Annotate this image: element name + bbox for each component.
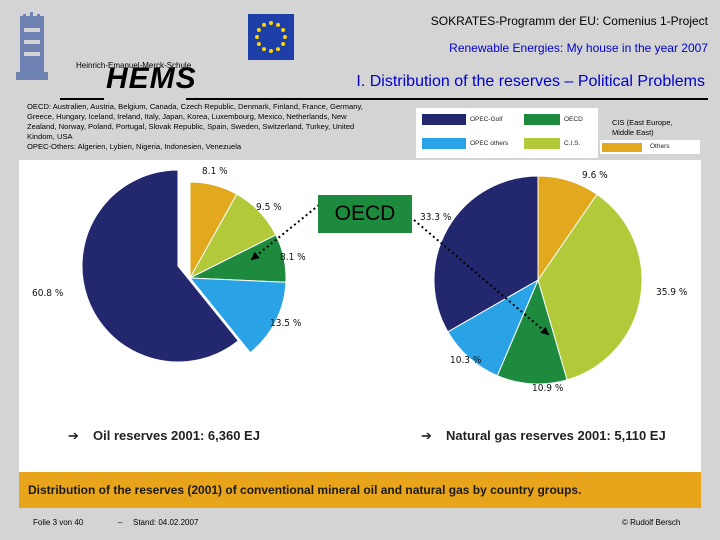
gas-caption: Natural gas reserves 2001: 5,110 EJ (446, 428, 666, 443)
arrow-right-icon: ➔ (421, 428, 432, 443)
opec-others-definition: OPEC-Others: Algerien, Lybien, Nigeria, … (27, 142, 242, 152)
banner-text: Distribution of the reserves (2001) of c… (28, 483, 582, 497)
arrow-right-icon: ➔ (68, 428, 79, 443)
project-subtitle: Renewable Energies: My house in the year… (449, 41, 708, 55)
cis-note: CIS (East Europe, Middle East) (612, 118, 673, 137)
legend-swatch-others (602, 143, 642, 152)
legend-label-cis: C.I.S. (564, 140, 581, 147)
project-title: SOKRATES-Programm der EU: Comenius 1-Pro… (430, 14, 708, 28)
eu-star-icon (269, 21, 273, 25)
eu-star-icon (281, 28, 286, 32)
gas-slice-oecd (496, 278, 568, 385)
legend-label-others: Others (650, 143, 670, 150)
hems-tower-logo (16, 12, 48, 80)
eu-star-icon (281, 42, 286, 46)
eu-star-icon (269, 49, 273, 53)
eu-star-icon (276, 22, 280, 27)
legend-swatch-opec-golf (422, 114, 466, 125)
gas-label-opec-golf: 33.3 % (420, 212, 452, 223)
oil-label-others: 8.1 % (202, 166, 228, 177)
legend: OPEC-Golf OECD OPEC others C.I.S. (416, 108, 598, 158)
author: © Rudolf Bersch (622, 518, 681, 527)
eu-star-icon (262, 22, 266, 27)
gas-label-cis: 35.9 % (656, 287, 688, 298)
oil-label-opec-golf: 60.8 % (32, 288, 64, 299)
legend-others: Others (600, 140, 700, 154)
legend-swatch-opec-others (422, 138, 466, 149)
eu-flag-icon (248, 14, 294, 60)
slide-number: Folie 3 von 40 (33, 518, 84, 527)
oil-label-oecd: 8.1 % (280, 252, 306, 263)
legend-swatch-cis (524, 138, 560, 149)
legend-swatch-oecd (524, 114, 560, 125)
eu-star-icon (283, 35, 287, 39)
eu-star-icon (256, 42, 261, 46)
legend-label-oecd: OECD (564, 116, 583, 123)
oil-slice-opec-golf (81, 169, 239, 363)
legend-label-opec-golf: OPEC-Golf (470, 116, 503, 123)
oecd-definition: OECD: Australien, Austria, Belgium, Cana… (27, 102, 363, 142)
oil-slice-opec-others (188, 277, 287, 354)
callout-arrow-gas-head (540, 326, 549, 335)
header-line-left (60, 98, 104, 100)
school-name: Heinrich-Emanuel-Merck-Schule (76, 61, 192, 70)
eu-star-icon (262, 47, 266, 52)
gas-slice-opec-golf (433, 175, 539, 333)
oil-caption: Oil reserves 2001: 6,360 EJ (93, 428, 260, 443)
oil-label-opec-others: 13.5 % (270, 318, 302, 329)
banner: Distribution of the reserves (2001) of c… (19, 472, 701, 508)
slide-title: I. Distribution of the reserves – Politi… (356, 73, 705, 90)
pie-charts (81, 169, 643, 385)
slide-date: Stand: 04.02.2007 (133, 518, 199, 527)
hems-logo-text: HEMS (106, 62, 197, 95)
oil-label-cis: 9.5 % (256, 202, 282, 213)
gas-label-opec-others: 10.3 % (450, 355, 482, 366)
gas-label-others: 9.6 % (582, 170, 608, 181)
eu-star-icon (276, 47, 280, 52)
gas-label-oecd: 10.9 % (532, 383, 564, 394)
footer-dash: – (118, 518, 123, 527)
gas-slice-c-i-s- (537, 193, 643, 381)
oecd-callout: OECD (318, 195, 412, 233)
legend-label-opec-others: OPEC others (470, 140, 509, 147)
eu-star-icon (255, 35, 259, 39)
eu-star-icon (256, 28, 261, 32)
header-line-right (186, 98, 708, 100)
callout-arrow-oil-head (251, 251, 260, 260)
definitions: OECD: Australien, Austria, Belgium, Cana… (27, 102, 377, 152)
